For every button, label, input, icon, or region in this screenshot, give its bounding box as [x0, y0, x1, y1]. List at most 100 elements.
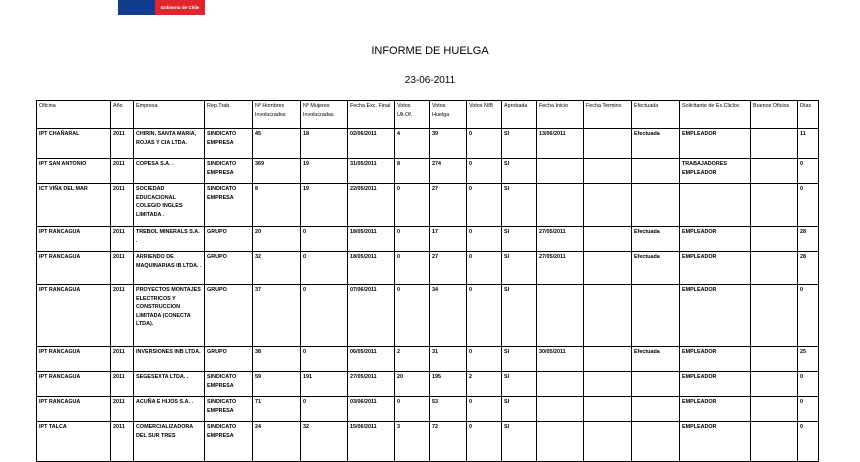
table-cell: 2011: [110, 284, 134, 347]
table-cell: 2011: [110, 226, 134, 252]
table-cell: 28: [797, 251, 819, 285]
column-header: Votos N/B: [466, 100, 502, 129]
table-cell: 18/05/2011: [347, 226, 395, 252]
table-cell: [583, 183, 632, 227]
table-cell: 0: [797, 396, 819, 422]
table-cell: 07/06/2011: [347, 284, 395, 347]
table-cell: 4: [394, 128, 430, 159]
table-cell: 32: [252, 251, 301, 285]
table-cell: EMPLEADOR: [679, 251, 751, 285]
table-cell: [750, 226, 798, 252]
table-cell: Efectuada: [631, 128, 680, 159]
table-cell: 30/05/2011: [536, 346, 584, 372]
table-cell: 2011: [110, 396, 134, 422]
table-cell: [536, 284, 584, 347]
table-cell: 39: [429, 128, 467, 159]
table-cell: SI: [501, 371, 537, 397]
table-cell: [583, 421, 632, 462]
table-cell: [631, 396, 680, 422]
table-cell: [583, 396, 632, 422]
table-cell: INVERSIONES INB LTDA.: [133, 346, 205, 372]
table-cell: 195: [429, 371, 467, 397]
table-cell: SI: [501, 396, 537, 422]
table-cell: 06/05/2011: [347, 346, 395, 372]
table-cell: [679, 183, 751, 227]
table-cell: 0: [466, 346, 502, 372]
table-row: IPT RANCAGUA 2011 INVERSIONES INB LTDA. GRU…: [36, 346, 819, 372]
table-cell: GRUPO: [204, 226, 253, 252]
table-row: IPT TALCA 2011 COMERCIALIZADORA DEL SUR TR…: [36, 421, 819, 462]
table-cell: [536, 421, 584, 462]
table-cell: IPT CHAÑARAL: [36, 128, 111, 159]
table-cell: SI: [501, 284, 537, 347]
table-cell: [536, 183, 584, 227]
table-cell: 31/05/2011: [347, 158, 395, 184]
table-cell: SI: [501, 251, 537, 285]
table-cell: [631, 371, 680, 397]
column-header: Nº Hombres Involucrados: [252, 100, 301, 129]
table-cell: 15/06/2011: [347, 421, 395, 462]
table-cell: EMPLEADOR: [679, 128, 751, 159]
table-cell: 27/05/2011: [536, 226, 584, 252]
table-cell: 13/06/2011: [536, 128, 584, 159]
table-cell: SINDICATO EMPRESA: [204, 396, 253, 422]
table-cell: 45: [252, 128, 301, 159]
table-cell: [631, 284, 680, 347]
table-cell: 20: [394, 371, 430, 397]
table-cell: 19: [300, 183, 348, 227]
table-cell: 32: [300, 421, 348, 462]
table-cell: 2011: [110, 421, 134, 462]
table-cell: [536, 371, 584, 397]
logo-red-block: Gobierno de Chile: [155, 0, 205, 15]
table-cell: SI: [501, 158, 537, 184]
table-cell: IPT SAN ANTONIO: [36, 158, 111, 184]
table-cell: 0: [797, 371, 819, 397]
table-cell: EMPLEADOR: [679, 371, 751, 397]
table-cell: 2011: [110, 128, 134, 159]
table-cell: 0: [466, 183, 502, 227]
logo-text: Gobierno de Chile: [160, 5, 200, 10]
table-cell: 2011: [110, 183, 134, 227]
table-cell: IPT TALCA: [36, 421, 111, 462]
table-cell: 8: [394, 158, 430, 184]
table-cell: 0: [300, 251, 348, 285]
table-cell: IPT RANCAGUA: [36, 251, 111, 285]
table-cell: [536, 396, 584, 422]
table-cell: EMPLEADOR: [679, 284, 751, 347]
table-cell: COMERCIALIZADORA DEL SUR TRES: [133, 421, 205, 462]
table-cell: 17: [429, 226, 467, 252]
table-cell: [583, 346, 632, 372]
table-row: IPT SAN ANTONIO 2011 COPESA S.A. . SINDICAT…: [36, 158, 819, 184]
table-cell: 0: [394, 251, 430, 285]
table-cell: 28: [797, 226, 819, 252]
table-cell: 2: [394, 346, 430, 372]
table-cell: [631, 158, 680, 184]
table-cell: Efectuada: [631, 226, 680, 252]
table-cell: 02/06/2011: [347, 128, 395, 159]
report-date: 23-06-2011: [404, 75, 456, 86]
table-cell: SINDICATO EMPRESA: [204, 183, 253, 227]
column-header: Aprobada: [501, 100, 537, 129]
table-cell: ICT VIÑA DEL MAR: [36, 183, 111, 227]
table-cell: 0: [394, 226, 430, 252]
table-cell: SI: [501, 183, 537, 227]
table-cell: [583, 284, 632, 347]
table-cell: 27: [429, 183, 467, 227]
table-cell: CHIRIN, SANTA MARIA, ROJAS Y CIA LTDA.: [133, 128, 205, 159]
table-cell: [583, 158, 632, 184]
table-cell: 0: [300, 284, 348, 347]
table-cell: 71: [252, 396, 301, 422]
table-cell: [750, 396, 798, 422]
table-cell: SINDICATO EMPRESA: [204, 158, 253, 184]
table-cell: 0: [466, 226, 502, 252]
column-header: Votos Huelga: [429, 100, 467, 129]
table-cell: SINDICATO EMPRESA: [204, 371, 253, 397]
column-header: Empresa: [133, 100, 205, 129]
table-cell: SINDICATO EMPRESA: [204, 421, 253, 462]
table-cell: 0: [300, 396, 348, 422]
column-header: Año: [110, 100, 134, 129]
table-cell: 0: [394, 183, 430, 227]
table-row: IPT RANCAGUA 2011 ACUÑA E HIJOS S.A. . SIND…: [36, 396, 819, 422]
table-cell: TRABAJADORES EMPLEADOR: [679, 158, 751, 184]
table-cell: 25: [797, 346, 819, 372]
